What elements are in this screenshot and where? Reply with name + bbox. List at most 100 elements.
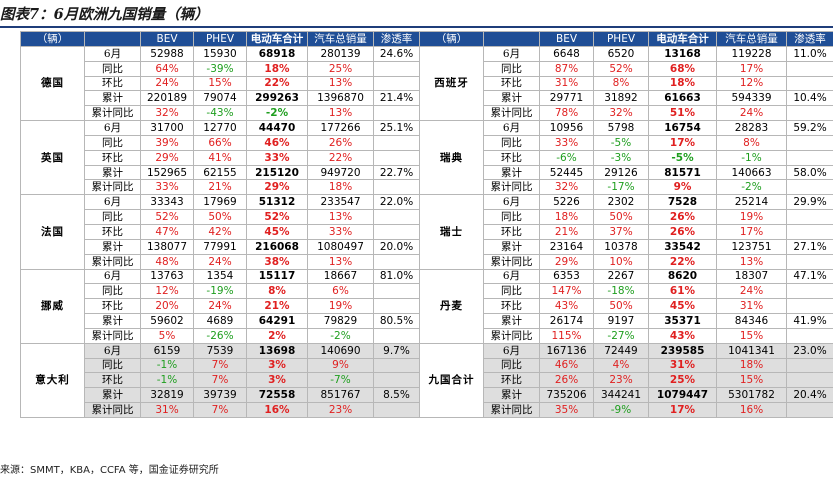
car-total-cell: 33% [307,223,374,240]
penetration-cell [786,402,833,418]
phev-header: PHEV [193,31,247,47]
penetration-cell: 20.4% [786,387,833,404]
car-total-cell: -2% [307,327,374,344]
bev-cell: 5226 [539,194,594,211]
metric-label: 累计同比 [483,253,540,270]
metric-label: 累计同比 [84,179,141,196]
phev-cell: 4% [593,357,649,374]
country-label: 意大利 [20,342,85,418]
phev-cell: 50% [593,298,649,315]
country-label: 英国 [20,120,85,196]
table-row: 累计 29771 31892 61663 594339 10.4% [420,90,833,107]
car-total-cell: -1% [716,149,787,166]
table-row: 瑞典 6月 10956 5798 16754 28283 59.2% [419,120,833,196]
ev-total-cell: 3% [246,357,308,374]
bev-cell: 29771 [539,90,594,107]
bev-cell: 46% [539,357,594,374]
bev-cell: -1% [140,372,194,389]
table-row: 环比 20% 24% 21% 19% [21,298,420,315]
penetration-cell [373,179,420,196]
metric-label: 6月 [483,342,540,359]
ev-total-cell: 21% [246,298,308,315]
metric-label: 同比 [483,357,540,374]
table-row: 同比 52% 50% 52% 13% [21,209,420,225]
car-total-cell: 1041341 [716,342,787,359]
ev-total-cell: 68% [648,60,717,77]
bev-cell: 147% [539,283,594,300]
penetration-cell: 25.1% [373,120,420,136]
phev-cell: 42% [193,223,247,240]
phev-cell: 41% [193,149,247,166]
car-total-cell: 280139 [307,45,374,62]
bev-cell: 33% [140,179,194,196]
phev-cell: 32% [593,105,649,122]
bev-cell: 52445 [539,164,594,181]
phev-cell: 7539 [193,342,247,359]
phev-cell: -9% [593,402,649,418]
car-total-header: 汽车总销量 [307,31,374,47]
bev-cell: 29% [140,149,194,166]
ev-total-cell: 9% [648,179,717,196]
bev-cell: 12% [140,283,194,300]
ev-total-cell: 7528 [648,194,717,211]
phev-cell: 77991 [193,238,247,255]
penetration-cell: 80.5% [373,313,420,329]
bev-cell: 33343 [140,194,194,211]
table-row: 同比 33% -5% 17% 8% [420,134,833,151]
car-total-cell: -2% [716,179,787,196]
sales-table-right: （辆） BEV PHEV 电动车合计 汽车总销量 渗透率 西班牙 6月 6648 6520 131… [419,31,833,418]
phev-header: PHEV [593,31,649,47]
penetration-cell [373,402,420,418]
penetration-cell: 9.7% [373,342,420,359]
phev-cell: 7% [193,357,247,374]
penetration-cell [786,209,833,225]
bev-cell: 52% [140,209,194,225]
penetration-cell [373,298,420,315]
penetration-cell [786,283,833,300]
ev-total-cell: 15117 [246,268,308,285]
car-total-cell: 24% [716,105,787,122]
penetration-cell [786,60,833,77]
penetration-cell [373,105,420,122]
ev-total-cell: -5% [648,149,717,166]
ev-total-cell: 8620 [648,268,717,285]
metric-label: 累计 [483,387,540,404]
phev-cell: 4689 [193,313,247,329]
car-total-cell: 6% [307,283,374,300]
ev-total-header: 电动车合计 [648,31,717,47]
metric-label: 环比 [483,149,540,166]
phev-cell: 62155 [193,164,247,181]
car-total-cell: 15% [716,327,787,344]
table-row: 累计同比 48% 24% 38% 13% [21,253,420,270]
bev-cell: 48% [140,253,194,270]
bev-cell: 13763 [140,268,194,285]
bev-cell: 26% [539,372,594,389]
phev-cell: 12770 [193,120,247,136]
table-row: 累计 52445 29126 81571 140663 58.0% [420,164,833,181]
ev-total-cell: 35371 [648,313,717,329]
country-label: 西班牙 [419,45,484,122]
metric-label: 累计同比 [84,105,141,122]
penetration-cell [786,372,833,389]
metric-label: 累计同比 [483,327,540,344]
penetration-cell: 24.6% [373,45,420,62]
ev-total-cell: -2% [246,105,308,122]
penetration-cell [786,149,833,166]
penetration-header: 渗透率 [373,31,420,47]
phev-cell: 52% [593,60,649,77]
table-row: 累计同比 33% 21% 29% 18% [21,179,420,196]
metric-label: 环比 [483,223,540,240]
car-total-cell: 18% [307,179,374,196]
bev-cell: 220189 [140,90,194,107]
bev-cell: 87% [539,60,594,77]
metric-label: 环比 [84,372,141,389]
table-row: 累计同比 32% -17% 9% -2% [420,179,833,196]
ev-total-cell: 13698 [246,342,308,359]
ev-total-cell: 215120 [246,164,308,181]
car-total-cell: 140663 [716,164,787,181]
car-total-cell: 12% [716,75,787,92]
table-row: 累计同比 31% 7% 16% 23% [21,402,420,418]
metric-label: 环比 [483,298,540,315]
metric-label: 累计 [483,164,540,181]
bev-cell: 152965 [140,164,194,181]
